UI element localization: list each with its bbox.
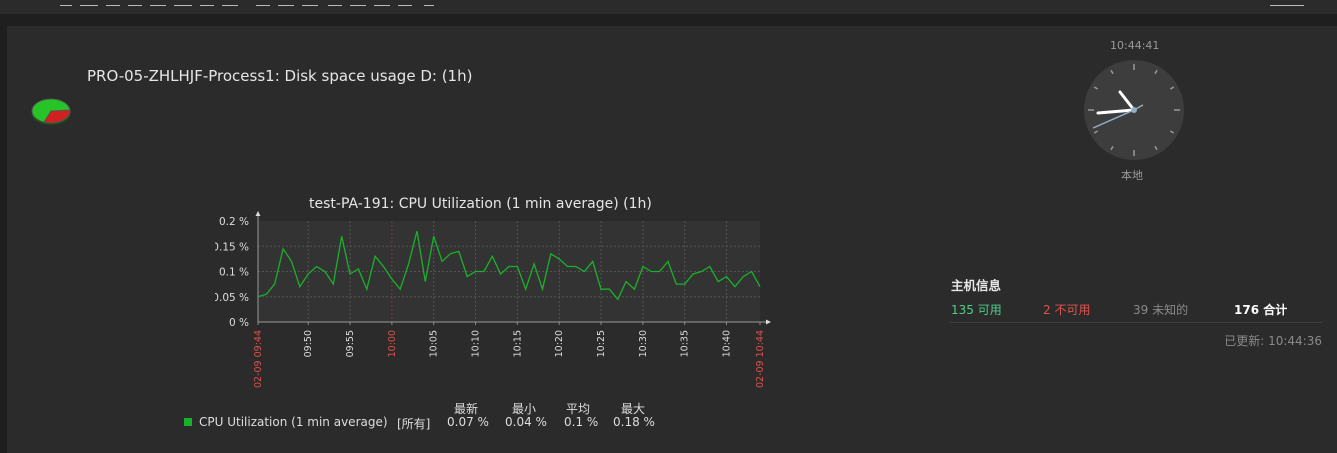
menu-fragment[interactable] bbox=[256, 0, 270, 6]
y-tick-label: 0.2 % bbox=[219, 216, 249, 228]
menu-fragment[interactable] bbox=[128, 0, 142, 6]
x-tick-label: 10:20 bbox=[554, 330, 565, 357]
legend-series-name: CPU Utilization (1 min average) bbox=[199, 415, 388, 429]
menu-fragment[interactable] bbox=[398, 0, 412, 6]
menu-fragment[interactable] bbox=[106, 0, 120, 6]
menu-fragment[interactable] bbox=[302, 0, 318, 6]
x-tick-label: 09:50 bbox=[303, 330, 314, 357]
menu-fragment[interactable] bbox=[60, 0, 72, 6]
y-axis-arrow bbox=[255, 211, 261, 216]
menu-fragment[interactable] bbox=[350, 0, 366, 6]
clock-time: 10:44:41 bbox=[1110, 39, 1160, 52]
legend-latest-value: 0.07 % bbox=[447, 415, 489, 429]
clock-label: 本地 bbox=[1121, 169, 1143, 182]
x-tick-label: 10:40 bbox=[722, 330, 733, 357]
top-menu-bar bbox=[0, 0, 1337, 14]
x-tick-label: 10:15 bbox=[512, 330, 523, 357]
x-tick-label: 10:05 bbox=[429, 330, 440, 357]
menu-fragment[interactable] bbox=[150, 0, 166, 6]
x-tick-label: 10:10 bbox=[471, 330, 482, 357]
menu-fragment[interactable] bbox=[200, 0, 214, 6]
menu-fragment[interactable] bbox=[174, 0, 192, 6]
clock-icon bbox=[1084, 60, 1184, 160]
pie-chart-icon bbox=[31, 98, 71, 125]
legend-header-max: 最大 bbox=[621, 402, 646, 416]
x-tick-label: 10:25 bbox=[596, 330, 607, 357]
graph-title: PRO-05-ZHLHJF-Process1: Disk space usage… bbox=[87, 67, 473, 85]
menu-fragment[interactable] bbox=[424, 0, 434, 6]
legend-header-avg: 平均 bbox=[566, 402, 591, 416]
chart-title: test-PA-191: CPU Utilization (1 min aver… bbox=[309, 196, 652, 212]
legend-series-func: [所有] bbox=[397, 417, 431, 431]
legend-swatch bbox=[184, 418, 192, 426]
x-tick-label: 10:30 bbox=[638, 330, 649, 357]
legend-header-min: 最小 bbox=[512, 402, 537, 416]
hosts-unavailable-link[interactable]: 2 不可用 bbox=[1043, 303, 1091, 317]
y-tick-label: 0 % bbox=[229, 317, 249, 329]
x-tick-label: 10:35 bbox=[680, 330, 691, 357]
y-tick-label: 0.1 % bbox=[219, 267, 249, 279]
y-tick-label: 0.05 % bbox=[215, 292, 249, 304]
x-tick-label: 02-09 09:44 bbox=[253, 330, 264, 388]
x-tick-label: 09:55 bbox=[345, 330, 356, 357]
y-tick-label: 0.15 % bbox=[215, 241, 249, 253]
host-info-title: 主机信息 bbox=[951, 278, 1002, 293]
x-tick-label: 02-09 10:44 bbox=[755, 330, 766, 388]
series-line bbox=[257, 230, 761, 301]
x-axis-arrow bbox=[766, 319, 771, 325]
menu-fragment[interactable] bbox=[80, 0, 98, 6]
menu-fragment[interactable] bbox=[278, 0, 294, 6]
menu-fragment[interactable] bbox=[1270, 0, 1304, 6]
divider bbox=[949, 322, 1322, 323]
hosts-unknown-link[interactable]: 39 未知的 bbox=[1133, 303, 1189, 317]
legend-min-value: 0.04 % bbox=[505, 415, 547, 429]
cpu-utilization-chart: 0.2 % 0.15 % 0.1 % 0.05 % 0 % 02-09 09:44 09:5… bbox=[215, 211, 771, 388]
hosts-available-link[interactable]: 135 可用 bbox=[951, 303, 1002, 317]
x-tick-label: 10:00 bbox=[387, 330, 398, 357]
legend-header-latest: 最新 bbox=[454, 402, 479, 416]
menu-fragment[interactable] bbox=[328, 0, 342, 6]
legend-avg-value: 0.1 % bbox=[564, 415, 599, 429]
menu-fragment[interactable] bbox=[374, 0, 390, 6]
menu-fragment[interactable] bbox=[222, 0, 238, 6]
legend-max-value: 0.18 % bbox=[613, 415, 655, 429]
hosts-total: 176 合计 bbox=[1234, 303, 1288, 317]
last-updated: 已更新: 10:44:36 bbox=[1224, 334, 1322, 348]
